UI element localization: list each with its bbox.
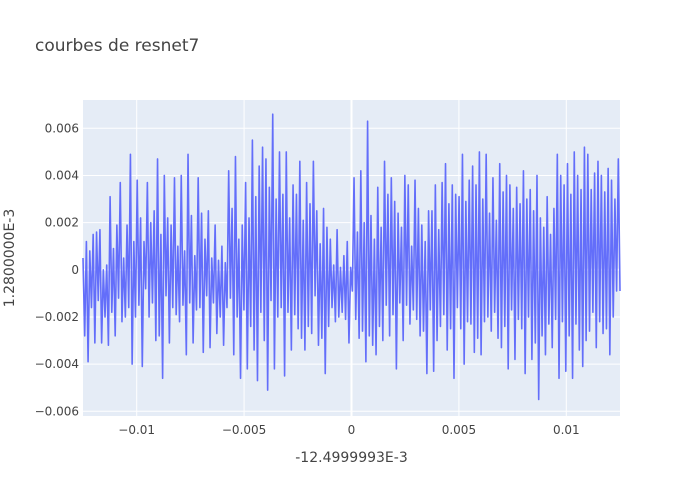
x-tick-label: −0.01 <box>118 423 155 437</box>
y-tick-label: −0.002 <box>35 310 79 324</box>
x-tick-label: 0 <box>348 423 356 437</box>
series-line <box>82 113 621 401</box>
y-tick-label: −0.006 <box>35 404 79 418</box>
series-line-group <box>82 113 621 401</box>
y-tick-label: 0.006 <box>45 121 79 135</box>
x-tick-label: 0.01 <box>553 423 580 437</box>
y-tick-label: 0.004 <box>45 168 79 182</box>
x-axis-ticks: −0.01 −0.005 0 0.005 0.01 <box>118 423 579 437</box>
x-tick-label: −0.005 <box>222 423 266 437</box>
x-tick-label: 0.005 <box>442 423 476 437</box>
chart-title: courbes de resnet7 <box>35 36 199 56</box>
x-axis-label: -12.4999993E-3 <box>295 450 407 466</box>
y-tick-label: 0 <box>71 263 79 277</box>
y-tick-label: −0.004 <box>35 357 79 371</box>
y-axis-label: 1.2800000E-3 <box>2 209 18 308</box>
y-tick-label: 0.002 <box>45 216 79 230</box>
y-axis-ticks: −0.006 −0.004 −0.002 0 0.002 0.004 0.006 <box>35 121 79 418</box>
